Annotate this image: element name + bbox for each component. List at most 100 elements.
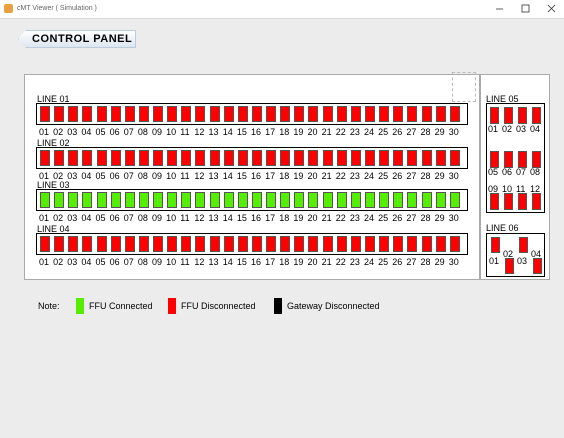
ffu-cell: [251, 150, 262, 166]
unit-label: 17: [265, 213, 276, 223]
ffu-cell: [54, 192, 65, 208]
ffu-cell: [82, 106, 93, 122]
ffu-cell: [68, 192, 79, 208]
unit-label: 09: [152, 171, 163, 181]
ffu-cell: [181, 192, 192, 208]
ffu-cell: [505, 258, 514, 274]
unit-label: 19: [293, 257, 304, 267]
ffu-cell: [322, 150, 333, 166]
unit-label: 10: [502, 184, 513, 194]
legend-swatch: [76, 298, 84, 314]
ffu-cell: [153, 236, 164, 252]
ffu-cell: [449, 192, 460, 208]
unit-label: 02: [53, 213, 64, 223]
ffu-cell: [96, 106, 107, 122]
ffu-cell: [96, 150, 107, 166]
ffu-cell: [266, 236, 277, 252]
ffu-cell: [504, 151, 513, 168]
unit-label: 20: [307, 127, 318, 137]
ffu-cell: [350, 106, 361, 122]
ffu-cell: [167, 192, 178, 208]
window-controls[interactable]: [490, 0, 564, 18]
unit-label: 27: [406, 257, 417, 267]
unit-label: 04: [530, 124, 541, 134]
ffu-cell: [124, 192, 135, 208]
unit-label: 07: [516, 167, 527, 177]
ffu-cell: [40, 150, 50, 166]
ffu-cell: [336, 106, 347, 122]
ffu-cell: [491, 237, 500, 253]
line-container: [36, 147, 468, 169]
unit-label: 24: [363, 171, 374, 181]
ffu-cell: [68, 150, 79, 166]
legend-label: Gateway Disconnected: [287, 301, 380, 311]
ffu-cell: [393, 150, 404, 166]
ffu-cell: [294, 150, 305, 166]
ffu-cell: [251, 236, 262, 252]
unit-label: 29: [434, 127, 445, 137]
unit-label: 28: [420, 213, 431, 223]
title-bar: cMT Viewer ( Simulation ): [0, 0, 564, 19]
unit-label: 08: [137, 127, 148, 137]
ffu-cell: [153, 150, 164, 166]
ffu-cell: [82, 150, 93, 166]
ffu-cell: [195, 150, 206, 166]
unit-label: 03: [67, 127, 78, 137]
ffu-cell: [504, 107, 513, 124]
unit-label: 19: [293, 127, 304, 137]
unit-label: 03: [517, 256, 528, 266]
unit-label: 14: [222, 213, 233, 223]
ffu-cell: [209, 192, 220, 208]
unit-label: 08: [137, 213, 148, 223]
unit-label: 18: [279, 171, 290, 181]
ffu-cell: [195, 236, 206, 252]
unit-label: 13: [208, 127, 219, 137]
ffu-cell: [153, 106, 164, 122]
ffu-cell: [251, 192, 262, 208]
ffu-cell: [336, 236, 347, 252]
window-title: cMT Viewer ( Simulation ): [17, 5, 97, 12]
ffu-cell: [350, 236, 361, 252]
ffu-cell: [364, 236, 375, 252]
ffu-cell: [40, 236, 50, 252]
unit-label: 18: [279, 213, 290, 223]
unit-label: 10: [166, 213, 177, 223]
unit-label: 15: [236, 213, 247, 223]
ffu-cell: [393, 192, 404, 208]
unit-label: 13: [208, 257, 219, 267]
ffu-cell: [393, 106, 404, 122]
ffu-cell: [181, 106, 192, 122]
unit-label: 07: [123, 127, 134, 137]
unit-label: 06: [502, 167, 513, 177]
unit-label: 19: [293, 171, 304, 181]
unit-label: 21: [321, 213, 332, 223]
ffu-cell: [223, 106, 234, 122]
ffu-cell: [223, 150, 234, 166]
ffu-cell: [532, 107, 541, 124]
unit-label: 05: [488, 167, 499, 177]
unit-label: 02: [503, 249, 514, 259]
ffu-cell: [209, 106, 220, 122]
unit-label: 11: [516, 184, 526, 194]
unit-label: 01: [39, 213, 50, 223]
unit-label: 17: [265, 257, 276, 267]
ffu-cell: [82, 236, 93, 252]
ffu-cell: [68, 106, 79, 122]
control-panel-button[interactable]: CONTROL PANEL: [18, 30, 136, 48]
ffu-cell: [322, 236, 333, 252]
unit-label: 11: [180, 171, 190, 181]
unit-label: 10: [166, 127, 177, 137]
unit-label: 07: [123, 257, 134, 267]
ffu-cell: [209, 236, 220, 252]
ffu-cell: [379, 150, 390, 166]
ffu-cell: [237, 106, 248, 122]
unit-label: 03: [516, 124, 527, 134]
unit-label: 22: [335, 213, 346, 223]
unit-label: 20: [307, 171, 318, 181]
ffu-cell: [280, 106, 291, 122]
unit-label: 25: [378, 127, 389, 137]
ffu-cell: [110, 150, 121, 166]
ffu-cell: [308, 192, 319, 208]
unit-label: 30: [448, 171, 459, 181]
unit-label: 07: [123, 213, 134, 223]
